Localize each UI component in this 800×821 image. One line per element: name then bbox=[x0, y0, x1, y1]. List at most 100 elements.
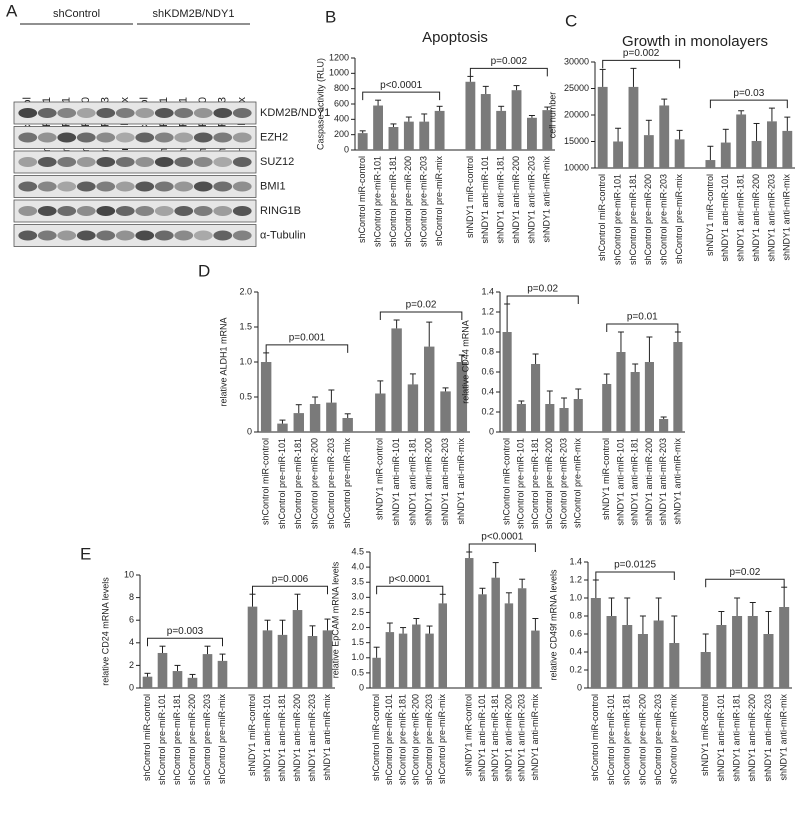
blot-band bbox=[154, 230, 174, 241]
bar bbox=[573, 399, 583, 432]
x-tick-label: shControl miR-control bbox=[357, 156, 367, 243]
y-tick-label: 0.6 bbox=[481, 366, 494, 376]
x-tick-label: shControl pre-miR-mix bbox=[573, 438, 583, 529]
significance-bracket bbox=[595, 571, 675, 580]
blot-band bbox=[213, 230, 233, 241]
blot-band bbox=[115, 181, 135, 192]
bar bbox=[732, 616, 743, 688]
blot-band bbox=[135, 181, 155, 192]
y-tick-label: 10000 bbox=[564, 162, 589, 172]
bar bbox=[669, 643, 680, 688]
x-tick-label: shNDY1 anti-miR-181 bbox=[496, 156, 506, 244]
y-tick-label: 10 bbox=[124, 569, 134, 579]
y-tick-label: 1000 bbox=[329, 68, 349, 78]
significance-bracket bbox=[506, 295, 579, 304]
band-label: KDM2B/NDY1 bbox=[260, 107, 330, 119]
bar bbox=[342, 418, 353, 432]
bar bbox=[504, 603, 514, 688]
blot-band bbox=[37, 230, 57, 241]
x-tick-label: shNDY1 miR-control bbox=[375, 438, 385, 520]
x-tick-label: shNDY1 miR-control bbox=[465, 156, 475, 238]
x-tick-label: shNDY1 anti-miR-203 bbox=[658, 438, 668, 526]
x-tick-label: shNDY1 miR-control bbox=[700, 694, 710, 776]
bar bbox=[391, 328, 402, 432]
bar bbox=[277, 423, 288, 432]
bar bbox=[606, 616, 617, 688]
blot-band bbox=[193, 181, 213, 192]
significance-bracket bbox=[469, 67, 548, 77]
x-tick-label: shControl pre-miR-181 bbox=[397, 694, 407, 785]
bar bbox=[434, 110, 445, 150]
x-tick-label: shControl pre-miR-101 bbox=[277, 438, 287, 529]
band-label: RING1B bbox=[260, 205, 301, 217]
x-tick-label: shControl pre-miR-203 bbox=[558, 438, 568, 529]
bar bbox=[217, 660, 228, 688]
bar bbox=[438, 603, 448, 688]
bar bbox=[407, 384, 419, 432]
panel-label: B bbox=[325, 7, 336, 26]
blot-band bbox=[115, 132, 135, 143]
bar bbox=[653, 620, 664, 688]
x-tick-label: shControl pre-miR-200 bbox=[643, 174, 653, 265]
blot-band bbox=[18, 181, 38, 192]
blot-band bbox=[37, 108, 57, 118]
x-tick-label: shNDY1 anti-miR-101 bbox=[480, 156, 490, 244]
bar bbox=[496, 110, 507, 150]
panel-label: E bbox=[80, 544, 91, 563]
x-tick-label: shNDY1 anti-miR-101 bbox=[262, 694, 272, 782]
x-tick-label: shControl pre-miR-200 bbox=[403, 156, 413, 247]
bar bbox=[480, 94, 491, 150]
bar bbox=[440, 391, 451, 432]
x-tick-label: shControl pre-miR-101 bbox=[612, 174, 622, 265]
y-tick-label: 3.0 bbox=[351, 592, 364, 602]
p-value: p=0.02 bbox=[729, 567, 760, 578]
blot-band bbox=[115, 108, 135, 118]
bar bbox=[716, 625, 727, 688]
x-tick-label: shNDY1 anti-miR-203 bbox=[440, 438, 450, 526]
bar bbox=[590, 598, 601, 688]
y-tick-label: 30000 bbox=[564, 56, 589, 66]
blot-band bbox=[232, 206, 252, 216]
panel-label: D bbox=[198, 261, 210, 280]
significance-bracket bbox=[147, 637, 223, 647]
y-tick-label: 0.2 bbox=[569, 664, 582, 674]
bar bbox=[643, 135, 654, 168]
significance-bracket bbox=[606, 323, 679, 332]
bar bbox=[779, 607, 790, 688]
x-tick-label: shNDY1 miR-control bbox=[247, 694, 257, 776]
y-tick-label: 4.5 bbox=[351, 546, 364, 556]
x-tick-label: shControl miR-control bbox=[142, 694, 152, 781]
blot-band bbox=[37, 181, 57, 192]
y-tick-label: 6 bbox=[129, 615, 134, 625]
x-tick-label: shNDY1 anti-miR-181 bbox=[736, 174, 746, 262]
y-axis-label: Caspase activity (RLU) bbox=[315, 58, 325, 150]
bar bbox=[260, 362, 272, 432]
blot-band bbox=[96, 108, 116, 118]
significance-bracket bbox=[379, 311, 463, 320]
p-value: p<0.0001 bbox=[481, 532, 523, 543]
x-tick-label: shNDY1 miR-control bbox=[464, 694, 474, 776]
group-label: shKDM2B/NDY1 bbox=[153, 8, 235, 20]
x-tick-label: shNDY1 anti-miR-203 bbox=[517, 694, 527, 782]
bar bbox=[202, 654, 213, 688]
panel-label: C bbox=[565, 11, 577, 30]
blot-band bbox=[96, 206, 116, 216]
blot-band bbox=[96, 132, 116, 143]
y-tick-label: 2 bbox=[129, 660, 134, 670]
blot-band bbox=[57, 206, 77, 216]
x-tick-label: shControl pre-miR-181 bbox=[530, 438, 540, 529]
blot-band bbox=[174, 181, 194, 192]
bar bbox=[419, 121, 430, 150]
blot-band bbox=[57, 132, 77, 143]
x-tick-label: shControl pre-miR-mix bbox=[217, 694, 227, 785]
y-tick-label: 600 bbox=[334, 98, 349, 108]
y-tick-label: 0.2 bbox=[481, 406, 494, 416]
blot-band bbox=[193, 157, 213, 167]
significance-bracket bbox=[705, 578, 785, 588]
bar bbox=[187, 677, 198, 688]
p-value: p<0.0001 bbox=[380, 80, 422, 91]
y-tick-label: 0 bbox=[359, 682, 364, 692]
x-tick-label: shNDY1 anti-miR-200 bbox=[747, 694, 757, 782]
y-tick-label: 800 bbox=[334, 83, 349, 93]
significance-bracket bbox=[362, 91, 441, 101]
